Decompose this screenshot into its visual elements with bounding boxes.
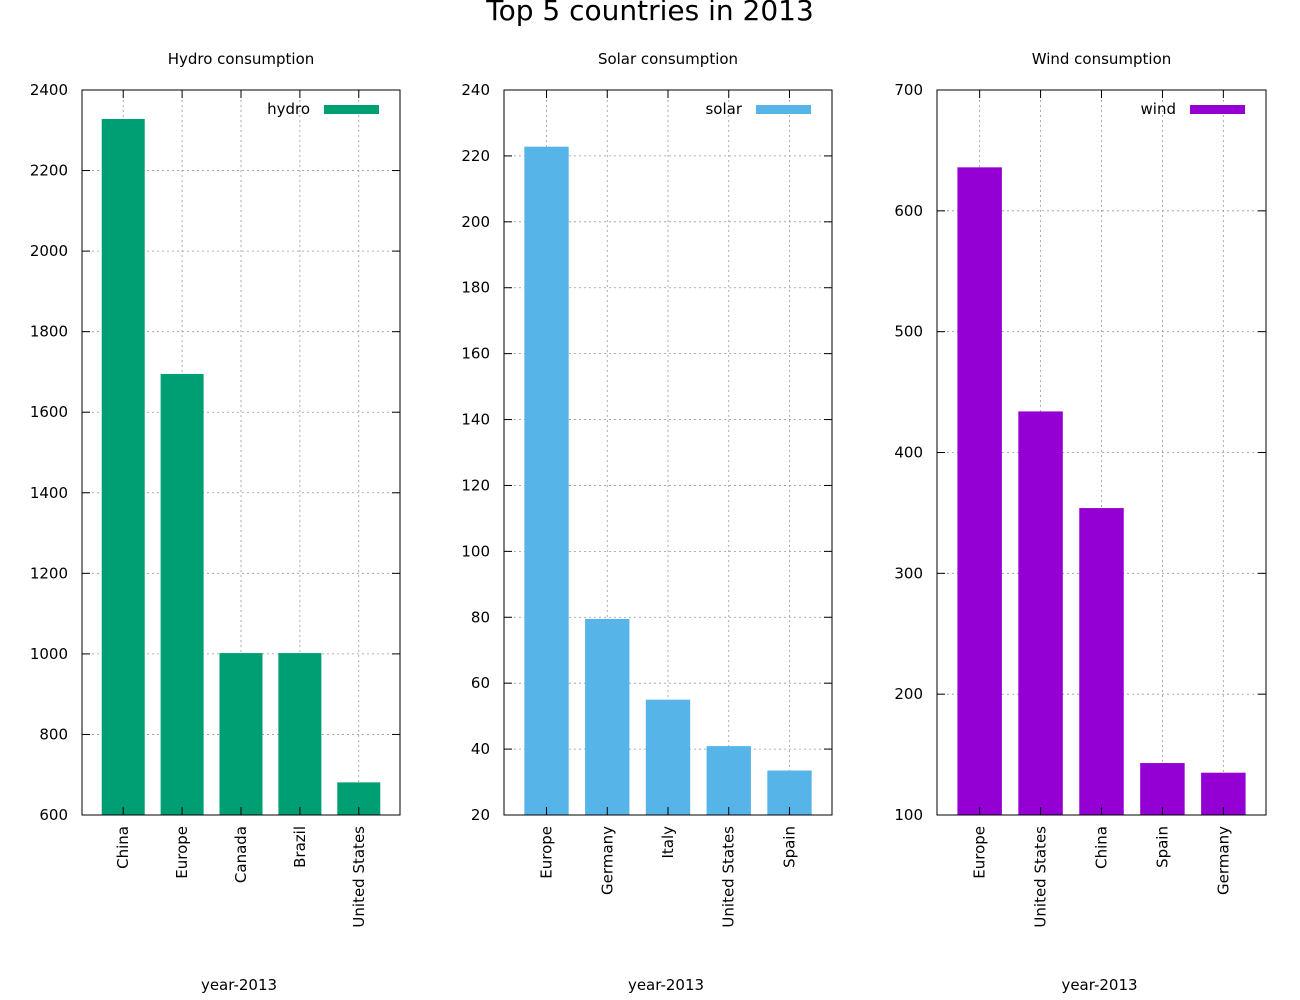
- bar-europe: [957, 167, 1002, 816]
- bar-spain: [1140, 763, 1185, 815]
- bar-united-states: [1018, 411, 1063, 815]
- bar-europe: [160, 373, 204, 815]
- x-tick-label: China: [114, 826, 132, 869]
- y-tick-label: 800: [39, 725, 68, 743]
- main-title: Top 5 countries in 2013: [486, 0, 814, 27]
- y-tick-label: 1800: [30, 323, 68, 341]
- y-tick-label: 2000: [30, 242, 68, 260]
- x-tick-label: Germany: [1214, 826, 1232, 895]
- y-tick-label: 200: [894, 685, 923, 703]
- bar-china: [101, 119, 145, 815]
- y-tick-label: 500: [894, 323, 923, 341]
- x-tick-label: Canada: [232, 826, 250, 883]
- x-axis-label: year-2013: [628, 976, 704, 994]
- x-tick-label: United States: [1032, 826, 1050, 928]
- x-tick-label: Europe: [971, 826, 989, 879]
- x-tick-label: Europe: [538, 826, 556, 879]
- y-tick-label: 60: [471, 674, 490, 692]
- x-tick-label: Italy: [659, 826, 677, 859]
- x-tick-label: Germany: [598, 826, 616, 895]
- legend-label: solar: [705, 100, 742, 118]
- bar-europe: [524, 146, 569, 815]
- x-tick-label: Spain: [780, 826, 798, 868]
- y-tick-label: 160: [461, 345, 490, 363]
- y-tick-label: 220: [461, 147, 490, 165]
- y-tick-label: 400: [894, 444, 923, 462]
- chart-panel-2: 100 200 300 400 500 600 700 Europe United States…: [894, 50, 1267, 994]
- y-tick-label: 180: [461, 279, 490, 297]
- chart-panel-1: 20 40 60 80 100 120 140 160 180 200 220 240 Europe Ge…: [461, 50, 833, 994]
- y-tick-label: 120: [461, 476, 490, 494]
- y-tick-label: 100: [894, 806, 923, 824]
- x-tick-label: Europe: [173, 826, 191, 879]
- bar-canada: [219, 653, 263, 815]
- y-tick-label: 1200: [30, 564, 68, 582]
- y-tick-label: 700: [894, 81, 923, 99]
- x-tick-label: United States: [350, 826, 368, 928]
- legend-swatch: [324, 105, 379, 114]
- x-axis-label: year-2013: [1061, 976, 1137, 994]
- y-tick-label: 1000: [30, 645, 68, 663]
- chart-title: Solar consumption: [598, 50, 738, 68]
- x-tick-label: Brazil: [291, 826, 309, 868]
- x-tick-label: Spain: [1153, 826, 1171, 868]
- y-tick-label: 140: [461, 411, 490, 429]
- y-tick-label: 200: [461, 213, 490, 231]
- bar-germany: [585, 618, 630, 815]
- chart-title: Wind consumption: [1032, 50, 1172, 68]
- y-tick-label: 20: [471, 806, 490, 824]
- y-tick-label: 100: [461, 542, 490, 560]
- y-tick-label: 240: [461, 81, 490, 99]
- y-tick-label: 600: [894, 202, 923, 220]
- x-axis-label: year-2013: [201, 976, 277, 994]
- legend-label: wind: [1141, 100, 1176, 118]
- bar-united-states: [706, 746, 751, 815]
- y-tick-label: 40: [471, 740, 490, 758]
- y-tick-label: 300: [894, 564, 923, 582]
- bar-brazil: [278, 653, 322, 815]
- y-tick-label: 2200: [30, 162, 68, 180]
- y-tick-label: 2400: [30, 81, 68, 99]
- y-tick-label: 1600: [30, 403, 68, 421]
- chart-panel-0: 600 800 1000 1200 1400 1600 1800 2000 2200 2400 Ch…: [30, 50, 401, 994]
- x-tick-label: China: [1093, 826, 1111, 869]
- chart-title: Hydro consumption: [168, 50, 315, 68]
- legend-swatch: [756, 105, 811, 114]
- y-tick-label: 80: [471, 608, 490, 626]
- y-tick-label: 1400: [30, 484, 68, 502]
- legend-label: hydro: [267, 100, 310, 118]
- bar-italy: [645, 699, 691, 815]
- x-tick-label: United States: [720, 826, 738, 928]
- bar-china: [1079, 508, 1124, 815]
- legend-swatch: [1190, 105, 1245, 114]
- y-tick-label: 600: [39, 806, 68, 824]
